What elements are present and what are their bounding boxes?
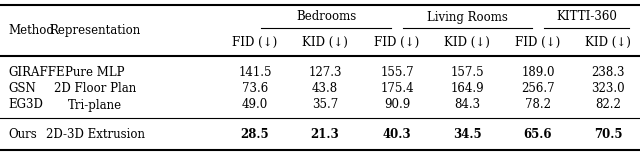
- Text: 256.7: 256.7: [521, 82, 555, 95]
- Text: 2D-3D Extrusion: 2D-3D Extrusion: [45, 128, 145, 142]
- Text: 157.5: 157.5: [450, 66, 484, 80]
- Text: Representation: Representation: [49, 24, 141, 37]
- Text: 90.9: 90.9: [384, 98, 410, 111]
- Text: KITTI-360: KITTI-360: [556, 11, 617, 24]
- Text: Pure MLP: Pure MLP: [65, 66, 125, 80]
- Text: EG3D: EG3D: [8, 98, 43, 111]
- Text: 43.8: 43.8: [312, 82, 338, 95]
- Text: 323.0: 323.0: [591, 82, 625, 95]
- Text: Ours: Ours: [8, 128, 36, 142]
- Text: 127.3: 127.3: [308, 66, 342, 80]
- Text: 35.7: 35.7: [312, 98, 338, 111]
- Text: 238.3: 238.3: [591, 66, 625, 80]
- Text: 28.5: 28.5: [241, 128, 269, 142]
- Text: Tri-plane: Tri-plane: [68, 98, 122, 111]
- Text: GIRAFFE: GIRAFFE: [8, 66, 65, 80]
- Text: 21.3: 21.3: [310, 128, 339, 142]
- Text: 164.9: 164.9: [450, 82, 484, 95]
- Text: 65.6: 65.6: [524, 128, 552, 142]
- Text: 189.0: 189.0: [521, 66, 555, 80]
- Text: 141.5: 141.5: [238, 66, 272, 80]
- Text: 40.3: 40.3: [383, 128, 412, 142]
- Text: KID (↓): KID (↓): [585, 35, 631, 49]
- Text: 155.7: 155.7: [380, 66, 414, 80]
- Text: 175.4: 175.4: [380, 82, 414, 95]
- Text: FID (↓): FID (↓): [232, 35, 278, 49]
- Text: GSN: GSN: [8, 82, 36, 95]
- Text: 78.2: 78.2: [525, 98, 551, 111]
- Text: Bedrooms: Bedrooms: [296, 11, 356, 24]
- Text: 73.6: 73.6: [242, 82, 268, 95]
- Text: 82.2: 82.2: [595, 98, 621, 111]
- Text: Living Rooms: Living Rooms: [427, 11, 508, 24]
- Text: KID (↓): KID (↓): [302, 35, 348, 49]
- Text: 84.3: 84.3: [454, 98, 480, 111]
- Text: 49.0: 49.0: [242, 98, 268, 111]
- Text: 2D Floor Plan: 2D Floor Plan: [54, 82, 136, 95]
- Text: FID (↓): FID (↓): [515, 35, 561, 49]
- Text: Method: Method: [8, 24, 54, 37]
- Text: 70.5: 70.5: [594, 128, 622, 142]
- Text: FID (↓): FID (↓): [374, 35, 420, 49]
- Text: 34.5: 34.5: [452, 128, 481, 142]
- Text: KID (↓): KID (↓): [444, 35, 490, 49]
